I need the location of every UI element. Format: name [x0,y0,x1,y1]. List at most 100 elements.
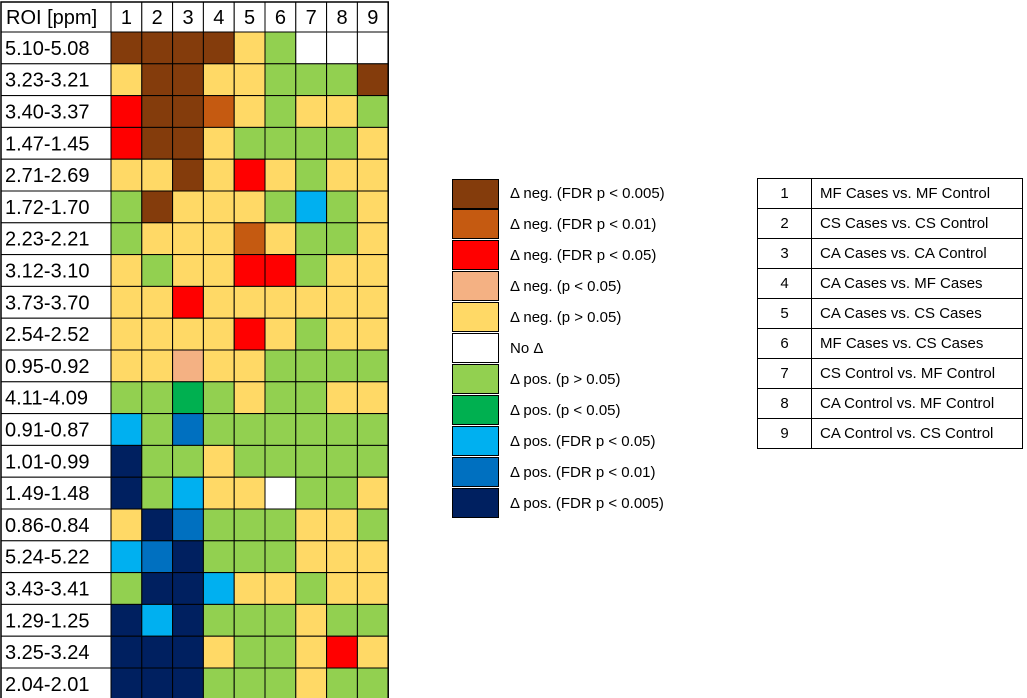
heatmap-cell [326,222,358,256]
heatmap-cell [295,572,328,605]
row-label: 5.24-5.22 [5,547,90,569]
heatmap-cell [264,413,297,446]
heatmap-cell [326,667,358,698]
legend-item: Δ pos. (FDR p < 0.005) [452,488,665,519]
heatmap-cell [202,349,235,383]
heatmap-cell [233,95,266,128]
row-label: 1.01-0.99 [5,451,90,473]
heatmap-cell [141,413,174,446]
legend-label: Δ pos. (FDR p < 0.05) [510,433,656,450]
heatmap-cell [233,63,266,97]
legend-swatch [452,457,499,487]
heatmap-cell [202,572,235,605]
row-label-cell [0,317,112,351]
heatmap-cell [141,540,174,574]
row-label-cell [0,603,112,637]
heatmap-cell [264,603,297,637]
heatmap-cell [264,31,297,65]
heatmap-cell [264,540,297,574]
heatmap-cell [202,95,235,128]
heatmap-cell [356,603,389,637]
legend-label: Δ neg. (FDR p < 0.005) [510,185,665,202]
column-header-cell [295,1,328,33]
heatmap-cell [356,476,389,510]
heatmap-cell [326,126,358,160]
heatmap-cell [326,572,358,605]
heatmap-cell [326,540,358,574]
heatmap-cell [326,317,358,351]
heatmap-cell [110,254,143,287]
legend-label: No Δ [510,340,544,357]
heatmap-cell [233,476,266,510]
legend-item: Δ pos. (FDR p < 0.01) [452,457,665,488]
grid-border [0,1,389,698]
heatmap-cell [326,444,358,478]
legend-item: Δ neg. (p < 0.05) [452,271,665,302]
heatmap-cell [356,508,389,542]
column-header-cell [233,1,266,33]
heatmap-cell [110,349,143,383]
row-label-cell [0,413,112,446]
heatmap-cell [110,667,143,698]
heatmap-cell [172,540,204,574]
heatmap-cell [264,222,297,256]
heatmap-cell [202,381,235,415]
heatmap-cell [356,158,389,192]
comparison-number: 1 [757,178,812,209]
column-header-label: 9 [367,7,378,29]
row-label: 2.54-2.52 [5,324,90,346]
row-label: 3.25-3.24 [5,642,90,664]
heatmap-cell [172,285,204,319]
heatmap-cell [110,285,143,319]
heatmap-cell [326,635,358,669]
heatmap-cell [295,317,328,351]
row-label: 1.72-1.70 [5,197,90,219]
heatmap-cell [295,95,328,128]
comparison-number: 8 [757,388,812,419]
legend-item: No Δ [452,333,665,364]
heatmap-cell [295,603,328,637]
column-header-label: 4 [213,7,224,29]
column-header-label: 2 [152,7,163,29]
heatmap-cell [326,158,358,192]
legend-label: Δ neg. (p > 0.05) [510,309,622,326]
heatmap-cell [356,31,389,65]
heatmap-cell [264,317,297,351]
heatmap-cell [141,572,174,605]
legend-label: Δ pos. (FDR p < 0.01) [510,464,656,481]
heatmap-cell [141,349,174,383]
legend-swatch [452,271,499,301]
row-label: 3.73-3.70 [5,292,90,314]
legend-label: Δ neg. (FDR p < 0.05) [510,247,657,264]
table-row: 8 CA Control vs. MF Control [757,388,1023,419]
column-header-cell [110,1,143,33]
row-label: 4.11-4.09 [5,388,88,410]
heatmap-cell [356,317,389,351]
heatmap-cell [233,285,266,319]
heatmap-cell [202,158,235,192]
heatmap-cell [326,190,358,224]
legend-swatch [452,426,499,456]
heatmap-cell [141,476,174,510]
heatmap-cell [110,63,143,97]
row-label: 2.71-2.69 [5,165,90,187]
heatmap-cell [295,381,328,415]
legend-item: Δ pos. (p > 0.05) [452,364,665,395]
legend-label: Δ neg. (FDR p < 0.01) [510,216,657,233]
heatmap-cell [172,635,204,669]
heatmap-cell [233,190,266,224]
heatmap-cell [172,158,204,192]
heatmap-cell [110,635,143,669]
heatmap-cell [356,63,389,97]
heatmap-cell [356,285,389,319]
heatmap-cell [233,381,266,415]
legend-item: Δ neg. (FDR p < 0.01) [452,209,665,240]
heatmap-cell [172,317,204,351]
heatmap-cell [295,190,328,224]
heatmap-cell [233,349,266,383]
heatmap-cell [172,508,204,542]
comparison-label: CA Control vs. MF Control [811,388,1023,419]
table-row: 3 CA Cases vs. CA Control [757,238,1023,269]
heatmap-cell [110,190,143,224]
comparison-label: CA Cases vs. CS Cases [811,298,1023,329]
